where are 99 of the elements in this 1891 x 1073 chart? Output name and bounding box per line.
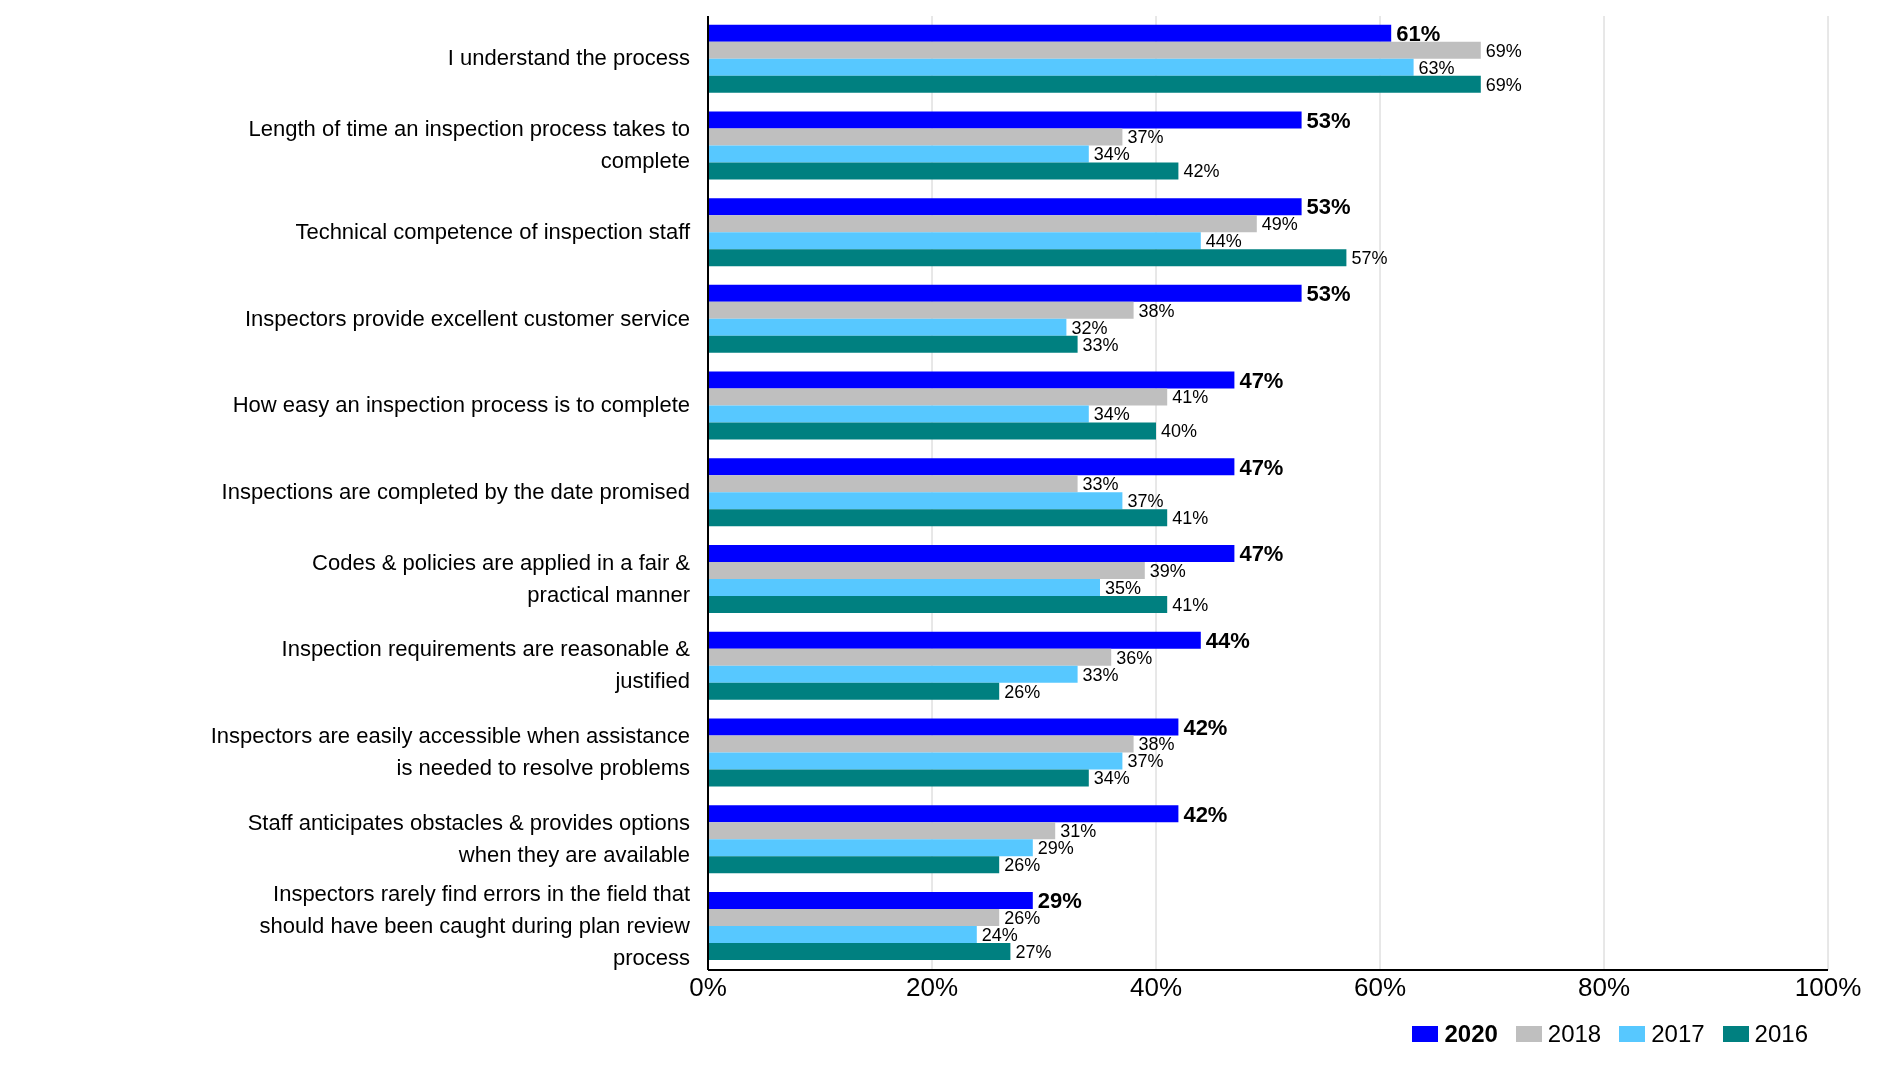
bar	[708, 805, 1179, 823]
data-label: 33%	[1082, 474, 1119, 495]
bar	[708, 422, 1156, 440]
data-label: 37%	[1127, 491, 1164, 512]
y-tick-label: How easy an inspection process is to complete	[232, 392, 690, 418]
bar	[708, 215, 1257, 233]
data-label: 61%	[1396, 20, 1441, 46]
bar	[708, 579, 1100, 597]
x-tick-label: 20%	[905, 972, 959, 1003]
data-label: 47%	[1239, 367, 1284, 393]
data-label: 34%	[1093, 768, 1130, 789]
legend-label: 2020	[1443, 1020, 1498, 1048]
data-label: 37%	[1127, 127, 1164, 148]
bar	[708, 735, 1134, 753]
data-label: 57%	[1351, 248, 1388, 269]
bar	[708, 682, 1000, 700]
y-tick-label: Inspections are completed by the date promised	[221, 478, 690, 504]
bar	[708, 162, 1179, 180]
y-tick-label: Inspectors rarely find errors in the field that should have been caught during plan review process	[259, 880, 691, 970]
bar	[708, 145, 1089, 163]
bar	[708, 908, 1000, 926]
data-label: 53%	[1306, 194, 1351, 220]
y-tick-label: Technical competence of inspection staff	[295, 218, 691, 244]
bar	[708, 631, 1201, 649]
bar	[708, 562, 1145, 580]
data-label: 69%	[1485, 40, 1522, 61]
data-label: 44%	[1205, 628, 1250, 654]
bar	[708, 856, 1000, 874]
y-tick-label: Inspection requirements are reasonable & justified	[281, 636, 691, 694]
data-label: 40%	[1161, 421, 1198, 442]
bar	[708, 41, 1481, 59]
x-tick-label: 0%	[689, 972, 727, 1003]
bar	[708, 249, 1347, 267]
data-label: 41%	[1172, 387, 1209, 408]
bar	[708, 318, 1067, 336]
bar	[708, 24, 1392, 42]
bar	[708, 128, 1123, 146]
data-label: 47%	[1239, 454, 1284, 480]
legend-label: 2017	[1650, 1020, 1705, 1048]
bar	[708, 492, 1123, 510]
bar	[708, 769, 1089, 787]
data-label: 26%	[1004, 681, 1041, 702]
x-tick-label: 40%	[1129, 972, 1183, 1003]
bar	[708, 648, 1112, 666]
bar	[708, 75, 1481, 93]
data-label: 27%	[1015, 941, 1052, 962]
data-label: 41%	[1172, 508, 1209, 529]
bar	[708, 942, 1011, 960]
data-label: 53%	[1306, 281, 1351, 307]
bar	[708, 405, 1089, 423]
y-tick-label: Inspectors provide excellent customer service	[244, 305, 690, 331]
data-label: 63%	[1418, 57, 1455, 78]
data-label: 42%	[1183, 801, 1228, 827]
x-tick-label: 60%	[1353, 972, 1407, 1003]
bar	[708, 665, 1078, 683]
data-label: 42%	[1183, 714, 1228, 740]
bar	[708, 509, 1168, 527]
bar	[708, 891, 1033, 909]
bar	[708, 718, 1179, 736]
bar	[708, 301, 1134, 319]
data-label: 69%	[1485, 74, 1522, 95]
y-tick-label: Codes & policies are applied in a fair & practical manner	[312, 549, 691, 607]
data-label: 34%	[1093, 404, 1130, 425]
bar	[708, 371, 1235, 389]
bar	[708, 111, 1302, 129]
data-label: 53%	[1306, 107, 1351, 133]
x-tick-label: 80%	[1577, 972, 1631, 1003]
bar	[708, 58, 1414, 76]
y-tick-label: Staff anticipates obstacles & provides options when they are available	[247, 809, 690, 867]
legend-label: 2018	[1546, 1020, 1602, 1048]
bar	[708, 545, 1235, 563]
bar	[708, 335, 1078, 353]
bar	[708, 839, 1033, 857]
data-label: 41%	[1172, 594, 1209, 615]
data-label: 49%	[1261, 214, 1298, 235]
bar	[708, 198, 1302, 216]
data-label: 44%	[1205, 231, 1242, 252]
data-label: 47%	[1239, 541, 1284, 567]
y-tick-label: I understand the process	[447, 45, 690, 71]
data-label: 38%	[1138, 300, 1175, 321]
x-tick-label: 100%	[1794, 972, 1862, 1003]
bar	[708, 232, 1201, 250]
data-label: 35%	[1105, 577, 1142, 598]
bar	[708, 822, 1056, 840]
bar	[708, 752, 1123, 770]
data-label: 33%	[1082, 664, 1119, 685]
data-label: 42%	[1183, 161, 1220, 182]
bar	[708, 596, 1168, 614]
bar	[708, 284, 1302, 302]
y-tick-label: Length of time an inspection process takes to complete	[248, 115, 690, 173]
bar	[708, 925, 977, 943]
y-tick-label: Inspectors are easily accessible when assistance is needed to resolve problems	[210, 722, 690, 780]
data-label: 34%	[1093, 144, 1130, 165]
bar	[708, 388, 1168, 406]
legend-label: 2016	[1753, 1020, 1808, 1048]
bar	[708, 458, 1235, 476]
bar	[708, 475, 1078, 493]
data-label: 36%	[1116, 647, 1153, 668]
data-label: 39%	[1149, 560, 1186, 581]
